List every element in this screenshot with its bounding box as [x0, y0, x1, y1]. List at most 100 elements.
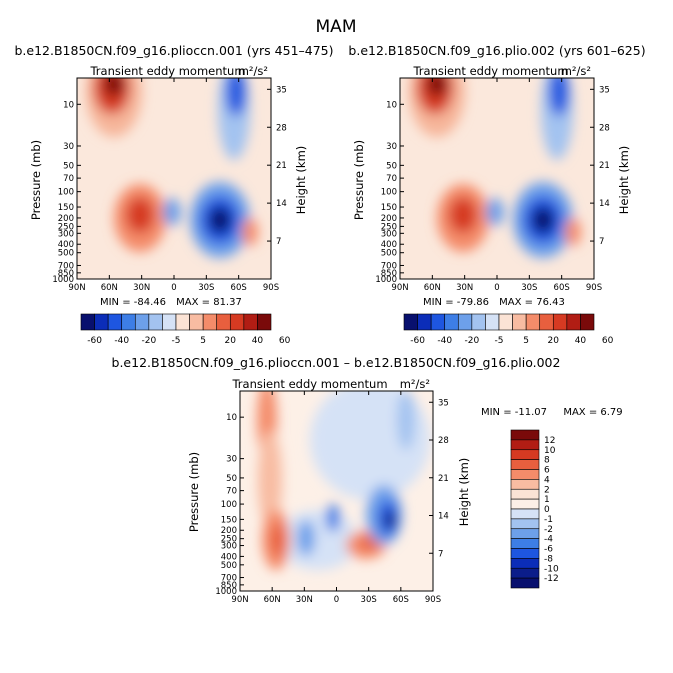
colorbar-tick-label: -1: [544, 515, 553, 525]
pressure-tick-label: 250: [381, 222, 397, 232]
panel-3-contours: [257, 391, 430, 570]
pressure-tick-label: 700: [58, 261, 74, 271]
colorbar-swatch: [566, 313, 581, 331]
feature-nh-jet-core: [271, 524, 285, 556]
colorbar-swatch: [471, 313, 486, 331]
height-tick-label: 7: [438, 549, 443, 559]
colorbar-swatch: [510, 449, 540, 460]
height-tick-label: 14: [599, 199, 610, 209]
colorbar-tick-label: 0: [544, 505, 550, 515]
height-tick-label: 28: [599, 123, 610, 133]
colorbar-tick-label: -2: [544, 525, 553, 535]
colorbar-swatch: [552, 313, 568, 331]
colorbar-swatch: [510, 439, 540, 451]
x-tick-label: 0: [494, 283, 499, 293]
panel-3-subtitle: Transient eddy momentum: [231, 377, 387, 391]
x-tick-label: 60S: [393, 595, 409, 605]
colorbar-tick-label: -10: [544, 564, 559, 574]
panel-3: b.e12.B1850CN.f09_g16.pliocсn.001 – b.e1…: [112, 355, 623, 605]
colorbar-tick-label: -60: [87, 336, 102, 346]
pressure-tick-label: 300: [381, 229, 397, 239]
colorbar-swatch: [510, 479, 540, 490]
colorbar-tick-label: -6: [544, 545, 553, 555]
colorbar-tick-label: -5: [172, 336, 181, 346]
panel-3-max-label: MAX = 6.79: [563, 407, 622, 418]
height-tick-label: 14: [276, 199, 287, 209]
colorbar-tick-label: -20: [142, 336, 157, 346]
pressure-tick-label: 70: [386, 174, 397, 184]
colorbar-tick-label: 5: [200, 336, 206, 346]
pressure-tick-label: 70: [226, 487, 237, 497]
feature-eq-neg: [326, 504, 340, 532]
colorbar-swatch: [148, 313, 163, 331]
colorbar-tick-label: 4: [544, 475, 550, 485]
pressure-tick-label: 700: [381, 261, 397, 271]
panel-2-xticks: 90N 60N 30N 0 30S 60S 90S: [391, 78, 602, 293]
colorbar-swatch: [189, 313, 204, 331]
panel-2-contours: [409, 78, 581, 258]
height-tick-label: 35: [438, 398, 449, 408]
panel-1-xticks: 90N 60N 30N 0 30S 60S 90S: [68, 78, 279, 293]
feature-sh-jet-core: [532, 207, 554, 233]
panel-2-min-label: MIN = -79.86: [423, 297, 489, 308]
panel-3-xticks: 90N 60N 30N 0 30S 60S 90S: [231, 391, 441, 605]
feature-nh-mid-pos: [258, 430, 282, 530]
x-tick-label: 30N: [296, 595, 313, 605]
feature-sh-jet-core: [385, 511, 395, 529]
colorbar-swatch: [216, 313, 231, 331]
colorbar-tick-label: 6: [544, 466, 550, 476]
x-tick-label: 60S: [554, 283, 570, 293]
x-tick-label: 30N: [133, 283, 150, 293]
colorbar-tick-label: -8: [544, 554, 553, 564]
colorbar-tick-label: -60: [410, 336, 425, 346]
feature-30s-core: [361, 536, 377, 550]
x-tick-label: 30N: [456, 283, 473, 293]
x-tick-label: 0: [334, 595, 339, 605]
colorbar-swatch: [243, 313, 258, 331]
panel-1: b.e12.B1850CN.f09_g16.pliocсn.001 (yrs 4…: [14, 43, 333, 346]
panel-2-ylabel-right: Height (km): [617, 146, 631, 215]
colorbar-tick-label: 20: [225, 336, 237, 346]
panel-1-max-label: MAX = 81.37: [176, 297, 242, 308]
panel-1-colorbar: -60 -40 -20 -5 5 20 40 60: [80, 313, 291, 346]
height-tick-label: 35: [276, 85, 287, 95]
height-tick-label: 21: [438, 474, 449, 484]
pressure-tick-label: 150: [381, 203, 397, 213]
pressure-tick-label: 30: [63, 142, 74, 152]
colorbar-swatch: [510, 577, 540, 589]
colorbar-tick-label: 12: [544, 436, 555, 446]
colorbar-swatch: [510, 498, 540, 510]
height-tick-label: 28: [438, 436, 449, 446]
colorbar-swatch: [107, 313, 123, 331]
pressure-tick-label: 50: [63, 161, 74, 171]
panel-2-max-label: MAX = 76.43: [499, 297, 565, 308]
colorbar-swatch: [444, 313, 459, 331]
colorbar-tick-label: 5: [523, 336, 529, 346]
colorbar-tick-label: 8: [544, 456, 550, 466]
colorbar-swatch: [175, 313, 190, 331]
feature-sh-stratosphere-core: [549, 78, 569, 116]
pressure-tick-label: 500: [58, 249, 74, 259]
pressure-tick-label: 300: [58, 229, 74, 239]
x-tick-label: 60N: [424, 283, 441, 293]
pressure-tick-label: 1000: [52, 275, 74, 285]
pressure-tick-label: 1000: [375, 275, 397, 285]
panel-1-ylabel-left: Pressure (mb): [29, 140, 43, 220]
colorbar-swatch: [202, 313, 218, 331]
colorbar-tick-label: -20: [465, 336, 480, 346]
height-tick-label: 21: [276, 161, 287, 171]
feature-eq-neg: [163, 198, 181, 226]
figure-title: MAM: [316, 17, 357, 37]
pressure-tick-label: 250: [221, 535, 237, 545]
x-tick-label: 90S: [263, 283, 279, 293]
panel-3-units: m²/s²: [400, 377, 430, 391]
pressure-tick-label: 100: [221, 500, 237, 510]
pressure-tick-label: 850: [58, 269, 74, 279]
panel-1-title: b.e12.B1850CN.f09_g16.pliocсn.001 (yrs 4…: [14, 43, 333, 58]
feature-eq-neg: [486, 198, 504, 226]
pressure-tick-label: 250: [58, 222, 74, 232]
colorbar-swatch: [580, 313, 595, 331]
